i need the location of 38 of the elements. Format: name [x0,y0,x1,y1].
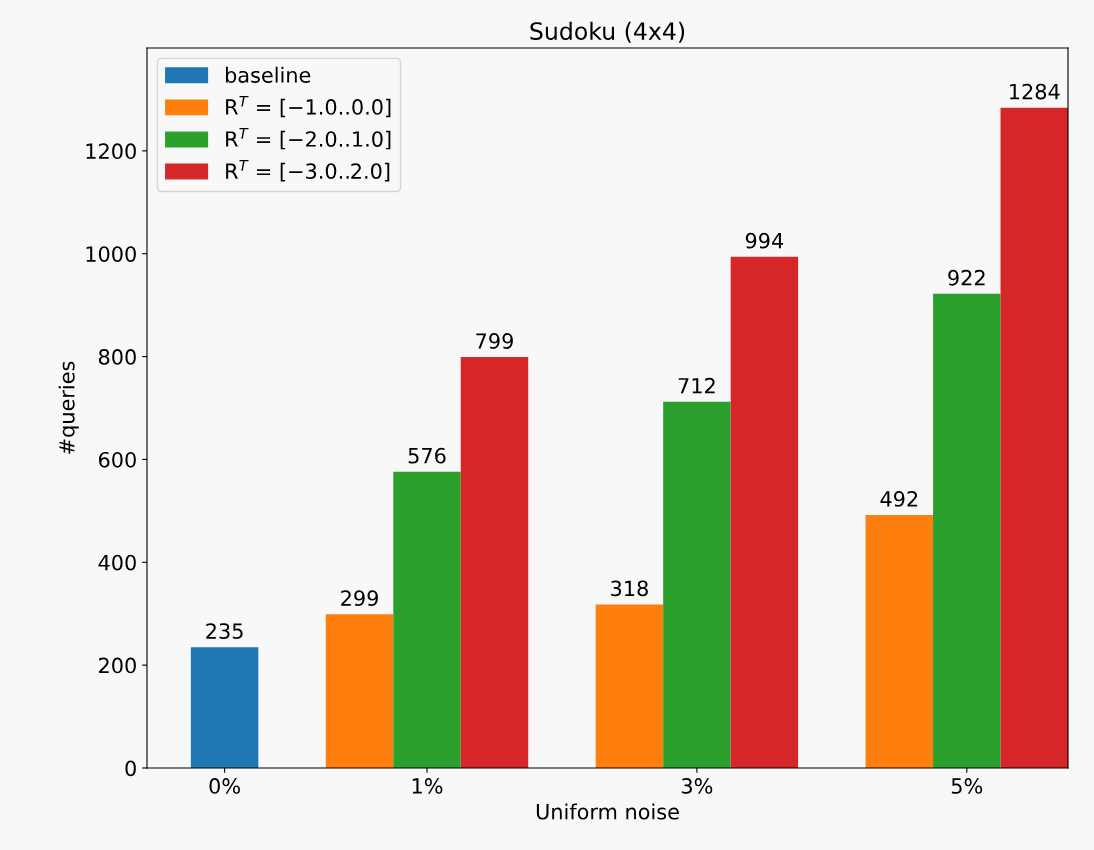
y-tick-label: 800 [98,349,136,365]
bar [460,357,529,768]
bar [933,293,1001,768]
bar [1000,107,1068,768]
y-axis-title: #queries [58,361,79,454]
x-tick-label: 5% [951,778,983,794]
data-label: 492 [880,491,918,507]
legend-label: baseline [225,66,311,83]
y-tick-label: 600 [98,451,136,468]
bar [730,256,799,768]
bar [595,604,664,768]
y-tick-label: 1000 [86,246,136,262]
data-label: 576 [408,447,446,464]
y-tick-label: 0 [125,760,136,777]
data-label: 994 [745,232,784,249]
data-label: 922 [948,269,985,286]
chart-title: Sudoku (4x4) [530,21,685,43]
y-tick-label: 200 [99,657,136,674]
data-label: 799 [476,333,513,349]
bar [663,401,731,768]
data-label: 318 [611,580,648,597]
x-tick-label: 3% [681,778,713,794]
data-label: 1284 [1010,83,1060,100]
legend-label: R$^{T}$ = [−3.0..2.0] [226,160,390,182]
x-tick-label: 0% [209,778,240,794]
bar [190,647,259,768]
x-axis-title: Uniform noise [536,803,679,820]
bar [393,471,461,768]
legend-label: R$^{T}$ = [−2.0..1.0] [226,128,391,150]
x-tick-label: 1% [412,778,443,794]
bar [865,514,934,768]
y-tick-label: 1200 [86,143,136,160]
y-tick-label: 400 [98,554,136,571]
bar [325,614,394,768]
data-label: 712 [678,377,715,394]
data-label: 235 [206,623,243,639]
data-label: 299 [341,590,378,607]
legend-label: R$^{T}$ = [−1.0..0.0] [226,95,391,118]
